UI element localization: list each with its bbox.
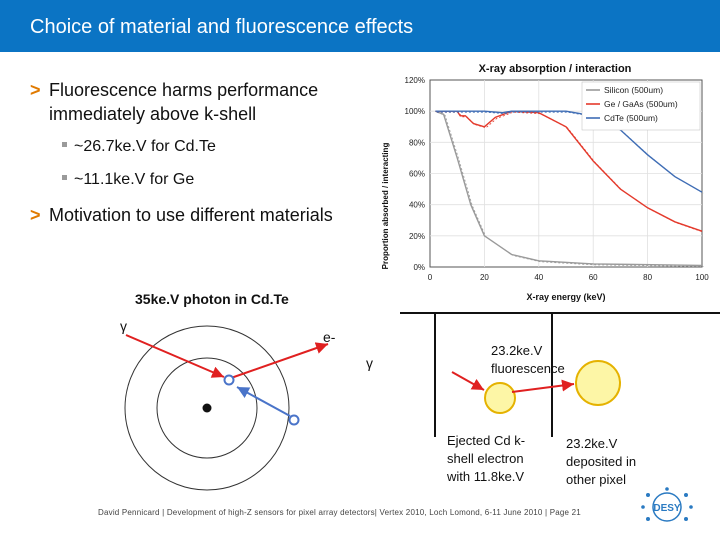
remote-charge-cloud <box>575 360 621 406</box>
series-line <box>435 110 703 232</box>
x-tick-label: 60 <box>589 273 598 282</box>
series-line-variant <box>436 111 704 233</box>
incoming-photon-pixel-arrow <box>451 371 485 391</box>
desy-logo-text: DESY <box>653 503 681 514</box>
y-tick-label: 40% <box>409 201 425 210</box>
chart-title: X-ray absorption / interaction <box>479 63 632 75</box>
k-shell <box>156 357 258 459</box>
desy-logo: DESY <box>641 487 693 522</box>
y-tick-label: 0% <box>413 263 425 272</box>
fluorescence-gamma-label: γ <box>366 355 373 371</box>
sub-bullet-text: ~26.7ke.V for Cd.Te <box>74 138 216 155</box>
fluorescence-label-line1: 23.2ke.V <box>491 343 543 358</box>
x-tick-label: 0 <box>428 273 433 282</box>
y-tick-label: 100% <box>405 107 425 116</box>
series-line-variant <box>436 111 704 267</box>
sub-bullet-ge: ~11.1ke.V for Ge <box>62 171 194 189</box>
square-bullet-icon <box>62 142 67 148</box>
x-tick-label: 80 <box>643 273 652 282</box>
chart-xlabel: X-ray energy (keV) <box>526 292 605 302</box>
chart-ylabel: Proportion absorbed / interacting <box>381 143 390 270</box>
legend-entry: Silicon (500um) <box>604 85 663 95</box>
local-charge-cloud <box>484 382 516 414</box>
title-bar: Choice of material and fluorescence effe… <box>0 0 720 52</box>
x-tick-label: 20 <box>480 273 489 282</box>
sub-bullet-text: ~11.1ke.V for Ge <box>74 171 195 188</box>
legend-entry: CdTe (500um) <box>604 113 658 123</box>
sub-bullet-cdte: ~26.7ke.V for Cd.Te <box>62 138 216 156</box>
bullet-motivation: > Motivation to use different materials <box>30 203 333 253</box>
fluorescence-photon-arrow <box>511 379 575 393</box>
series-line <box>435 110 703 267</box>
bullet-arrow-icon: > <box>30 80 41 100</box>
electron-transition-arrow <box>236 386 291 417</box>
bullet-text: Motivation to use different materials <box>49 205 333 225</box>
bullet-text: Fluorescence harms performance immediate… <box>49 80 319 124</box>
chart-yticks: 0% 20% 40% 60% 80% 100% 120% <box>405 76 425 272</box>
ejected-electron-label: Ejected Cd k- shell electron with 11.8ke… <box>446 433 529 484</box>
x-tick-label: 40 <box>534 273 543 282</box>
fluorescence-diagram: 35ke.V photon in Cd.Te γ e- γ 23.2ke.V f… <box>120 291 720 491</box>
incoming-gamma-label: γ <box>120 318 127 334</box>
incoming-photon-arrow <box>125 334 225 378</box>
electron-label: e- <box>323 329 336 345</box>
outer-shell-electron <box>288 414 300 426</box>
series-line-variant <box>436 111 704 194</box>
fluorescence-label-line2: fluorescence <box>491 361 565 376</box>
x-tick-label: 100 <box>695 273 709 282</box>
bullet-arrow-icon: > <box>30 205 41 225</box>
photoelectron-arrow <box>230 342 329 379</box>
desy-dots-icon <box>641 487 693 522</box>
deposited-label: 23.2ke.V deposited in other pixel <box>566 436 640 487</box>
diagram-title: 35ke.V photon in Cd.Te <box>135 291 289 307</box>
chart-legend: Silicon (500um) Ge / GaAs (500um) CdTe (50… <box>581 81 701 131</box>
absorption-chart: X-ray absorption / interaction Proportio… <box>381 63 709 302</box>
y-tick-label: 60% <box>409 170 425 179</box>
chart-series <box>435 110 704 267</box>
y-tick-label: 80% <box>409 138 425 147</box>
bullet-fluorescence-harms: > Fluorescence harms performance immedia… <box>30 78 380 128</box>
nucleus <box>202 403 212 413</box>
slide-title: Choice of material and fluorescence effe… <box>30 16 414 38</box>
y-tick-label: 20% <box>409 232 425 241</box>
chart-xticks: 0 20 40 60 80 100 <box>428 273 709 282</box>
legend-entry: Ge / GaAs (500um) <box>604 99 678 109</box>
k-shell-electron <box>223 374 235 386</box>
square-bullet-icon <box>62 175 67 181</box>
legend-box <box>581 81 701 131</box>
footer-text: David Pennicard | Development of high-Z … <box>98 508 581 517</box>
y-tick-label: 120% <box>405 76 425 85</box>
outer-shell <box>124 325 290 491</box>
